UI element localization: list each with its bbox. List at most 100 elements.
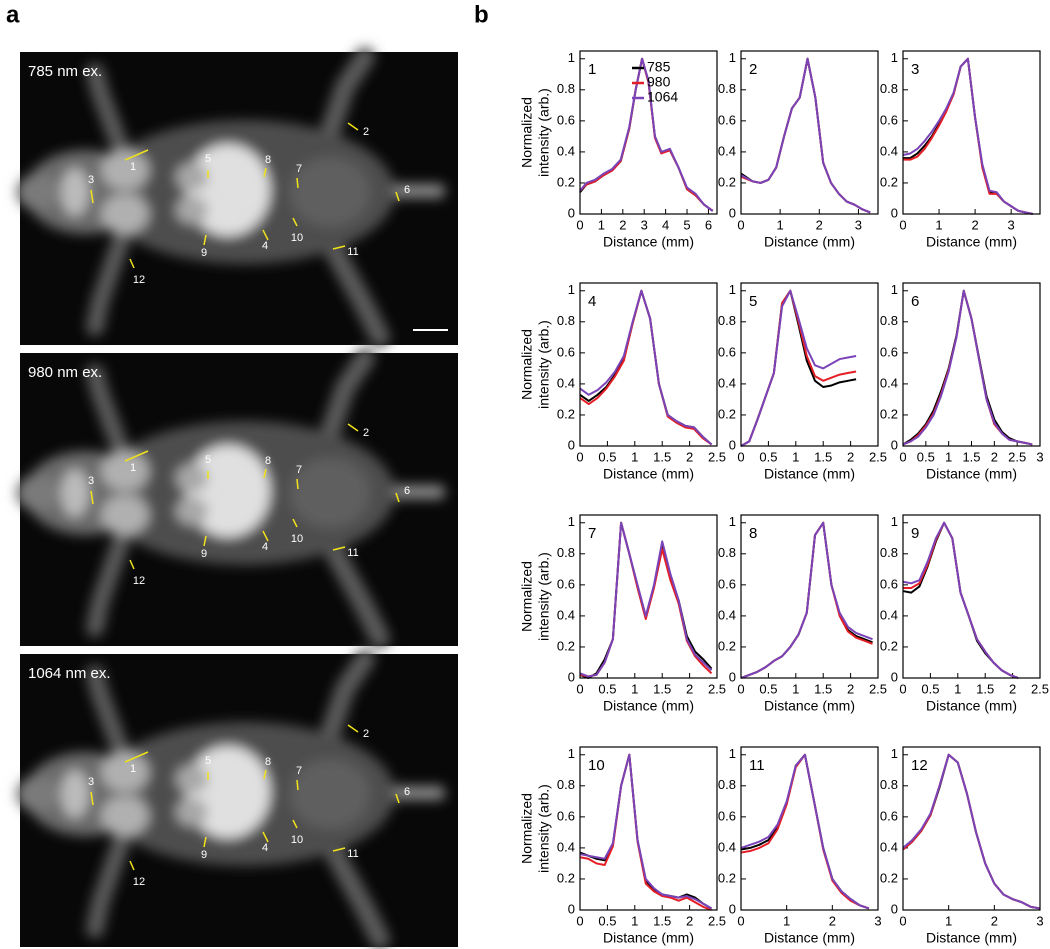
marker-label: 4 [262, 842, 268, 854]
profile-line [203, 836, 207, 848]
marker-label: 3 [88, 475, 94, 487]
series-line [579, 753, 713, 910]
x-tick-label: 0.5 [759, 681, 777, 696]
y-tick-label: 0.6 [718, 112, 736, 127]
x-tick-label: 1 [945, 913, 952, 928]
marker-label: 8 [265, 756, 271, 768]
x-tick-label: 0 [576, 681, 583, 696]
series-line [740, 521, 873, 679]
x-tick-label: 0.5 [759, 449, 777, 464]
x-tick-label: 3 [641, 217, 648, 232]
series-line [579, 289, 713, 446]
profile-line [124, 751, 149, 763]
series-line [579, 57, 714, 212]
marker-label: 5 [205, 755, 211, 767]
marker-label: 2 [363, 427, 369, 439]
y-tick-label: 0 [891, 205, 898, 220]
x-tick-label: 0.5 [917, 449, 935, 464]
x-tick-label: 2 [686, 449, 693, 464]
x-tick-label: 3 [855, 217, 862, 232]
x-tick-label: 1 [598, 217, 605, 232]
x-axis-label: Distance (mm) [926, 698, 1017, 714]
series-line [579, 753, 713, 910]
x-tick-label: 0.5 [598, 449, 616, 464]
y-tick-label: 0.8 [880, 777, 898, 792]
y-tick-label: 0 [891, 437, 898, 452]
x-tick-label: 3 [1036, 449, 1043, 464]
profile-line [90, 791, 94, 806]
marker-label: 7 [296, 464, 302, 476]
y-tick-label: 0.8 [718, 545, 736, 560]
x-tick-label: 0 [737, 217, 744, 232]
chart-title: 1 [588, 61, 596, 78]
x-tick-label: 2 [847, 449, 854, 464]
y-tick-label: 1 [891, 50, 898, 65]
y-tick-label: 0.6 [718, 576, 736, 591]
x-tick-label: 1 [945, 449, 952, 464]
x-tick-label: 2 [991, 449, 998, 464]
y-axis-label: intensity (arb.) [536, 552, 552, 641]
y-tick-label: 0 [568, 669, 575, 684]
profile-line [347, 724, 359, 733]
x-axis-label: Distance (mm) [764, 698, 855, 714]
x-tick-label: 1.5 [653, 913, 671, 928]
x-axis-label: Distance (mm) [926, 930, 1017, 946]
y-tick-label: 0.2 [718, 406, 736, 421]
series-line [740, 57, 871, 214]
marker-label: 3 [88, 174, 94, 186]
chart-title: 8 [749, 525, 757, 542]
y-tick-label: 0.8 [557, 81, 575, 96]
y-axis-label: intensity (arb.) [536, 784, 552, 873]
y-tick-label: 0.2 [557, 638, 575, 653]
y-tick-label: 0.4 [557, 143, 575, 158]
x-tick-label: 0 [899, 449, 906, 464]
panel-label: b [474, 1, 489, 28]
marker-label: 12 [133, 575, 145, 587]
marker-label: 8 [265, 154, 271, 166]
x-tick-label: 2 [1009, 681, 1016, 696]
x-tick-label: 1 [935, 217, 942, 232]
x-tick-label: 2 [816, 217, 823, 232]
series-line [740, 57, 871, 214]
y-tick-label: 0.4 [880, 607, 898, 622]
y-tick-label: 0.6 [557, 344, 575, 359]
plot-frame [579, 514, 718, 679]
y-axis-label: Normalized [519, 793, 535, 864]
y-tick-label: 0.8 [557, 545, 575, 560]
x-tick-label: 2.5 [708, 913, 726, 928]
series-line [902, 57, 1034, 215]
marker-label: 5 [205, 454, 211, 466]
profile-line [203, 234, 207, 246]
y-axis-label: Normalized [519, 97, 535, 168]
plot-frame [740, 282, 879, 447]
series-line [740, 753, 870, 910]
y-tick-label: 0.8 [880, 81, 898, 96]
chart-title: 5 [749, 293, 757, 310]
series-line [740, 289, 857, 447]
profile-line [90, 490, 94, 505]
marker-label: 12 [133, 876, 145, 888]
x-tick-label: 5 [683, 217, 690, 232]
series-line [740, 753, 870, 910]
y-tick-label: 1 [729, 514, 736, 529]
y-axis-label: intensity (arb.) [536, 320, 552, 409]
x-tick-label: 2 [619, 217, 626, 232]
x-tick-label: 2.5 [708, 681, 726, 696]
profile-line [296, 478, 299, 490]
y-tick-label: 0.4 [557, 607, 575, 622]
image-label: 785 nm ex. [28, 63, 102, 80]
x-tick-label: 2.5 [708, 449, 726, 464]
series-line [902, 289, 1033, 446]
marker-label: 11 [347, 246, 358, 258]
series-line [579, 289, 713, 446]
y-tick-label: 0.6 [718, 344, 736, 359]
chart-title: 3 [911, 61, 919, 78]
x-tick-label: 1 [792, 449, 799, 464]
chart-title: 6 [911, 293, 919, 310]
marker-label: 6 [404, 485, 410, 497]
marker-label: 10 [291, 834, 303, 846]
profile-line [347, 122, 359, 131]
x-tick-label: 0.5 [598, 913, 616, 928]
y-tick-label: 0 [729, 669, 736, 684]
